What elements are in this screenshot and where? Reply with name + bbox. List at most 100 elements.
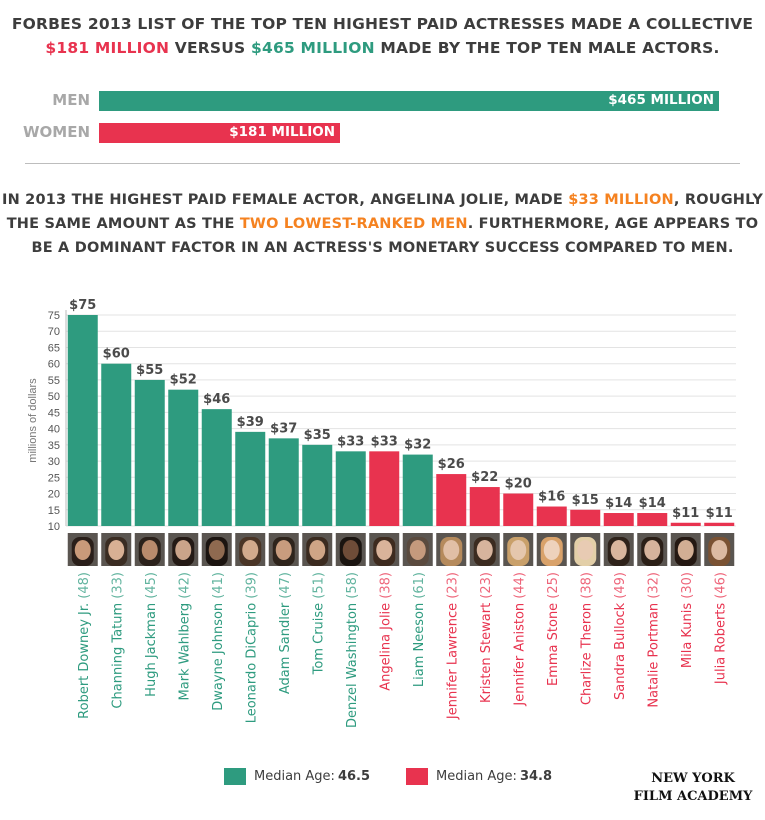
y-tick-label: 35	[48, 440, 60, 452]
y-tick-label: 50	[48, 391, 60, 403]
person-name: Hugh Jackman	[144, 599, 159, 697]
portrait-face	[443, 540, 460, 560]
portrait-face	[677, 540, 694, 560]
women-total-bar: $181 MILLION	[99, 123, 340, 143]
portrait-face	[309, 540, 326, 560]
bar-angelina-jolie	[369, 451, 400, 526]
person-age: (58)	[345, 572, 360, 599]
women-label: WOMEN	[22, 123, 90, 141]
value-label: $55	[136, 363, 163, 378]
person-age: (48)	[77, 572, 92, 599]
legend-men-label: Median Age:	[254, 769, 335, 784]
portrait-face	[175, 540, 192, 560]
person-age: (49)	[613, 572, 628, 599]
portrait-face	[476, 540, 493, 560]
portrait-face	[108, 540, 125, 560]
person-age: (38)	[579, 572, 594, 599]
value-label: $22	[471, 470, 498, 485]
legend-men: Median Age: 46.5	[224, 768, 370, 785]
name-label: Adam Sandler (47)	[278, 572, 293, 694]
value-label: $60	[103, 347, 130, 362]
value-label: $52	[170, 373, 197, 388]
portrait-face	[208, 540, 225, 560]
value-label: $20	[505, 477, 532, 492]
person-age: (47)	[278, 572, 293, 599]
value-label: $39	[237, 415, 264, 430]
name-label: Charlize Theron (38)	[579, 572, 594, 705]
person-age: (25)	[546, 572, 561, 599]
section-divider	[25, 163, 740, 164]
person-age: (41)	[211, 572, 226, 599]
name-label: Dwayne Johnson (41)	[211, 572, 226, 711]
headline-mid-text-1: In 2013 the highest paid female actor, A…	[1, 192, 563, 208]
value-label: $16	[538, 490, 565, 505]
y-tick-label: 20	[48, 489, 60, 501]
y-tick-label: 70	[48, 326, 60, 338]
person-age: (23)	[445, 572, 460, 599]
y-tick-label: 60	[48, 359, 60, 371]
name-label: Liam Neeson (61)	[412, 572, 427, 687]
bar-jennifer-lawrence	[436, 474, 467, 526]
y-tick-label: 10	[48, 521, 60, 533]
person-age: (30)	[680, 572, 695, 599]
person-name: Channing Tatum	[110, 599, 125, 709]
bar-natalie-portman	[637, 513, 668, 526]
y-tick-label: 55	[48, 375, 60, 387]
value-label: $14	[639, 496, 666, 511]
person-name: Dwayne Johnson	[211, 599, 226, 711]
bar-sandra-bullock	[603, 513, 634, 526]
y-tick-label: 75	[48, 310, 60, 322]
portrait-face	[711, 540, 728, 560]
person-name: Robert Downey Jr.	[77, 599, 92, 719]
legend-women-swatch	[406, 768, 428, 785]
person-age: (39)	[244, 572, 259, 599]
person-name: Liam Neeson	[412, 599, 427, 687]
value-label: $14	[605, 496, 632, 511]
y-tick-label: 45	[48, 407, 60, 419]
value-label: $11	[706, 506, 733, 521]
portrait-face	[141, 540, 158, 560]
headline-top-tail: made by the top ten male actors.	[380, 39, 720, 57]
legend-men-value: 46.5	[337, 769, 371, 784]
portrait-face	[242, 540, 259, 560]
portrait-face	[610, 540, 627, 560]
person-name: Mark Wahlberg	[177, 599, 192, 701]
bar-liam-neeson	[402, 454, 433, 526]
name-label: Angelina Jolie (38)	[378, 572, 393, 691]
person-age: (23)	[479, 572, 494, 599]
y-tick-label: 65	[48, 342, 60, 354]
person-age: (46)	[713, 572, 728, 599]
bar-jennifer-aniston	[503, 493, 534, 526]
person-name: Adam Sandler	[278, 599, 293, 694]
bar-emma-stone	[536, 506, 567, 526]
person-age: (42)	[177, 572, 192, 599]
headline-mid-highlight-2: two lowest-ranked men	[239, 216, 468, 232]
portrait-face	[342, 540, 359, 560]
y-axis-label: millions of dollars	[27, 378, 39, 463]
person-name: Kristen Stewart	[479, 599, 494, 703]
logo-line-2: FILM ACADEMY	[633, 789, 753, 804]
person-name: Denzel Washington	[345, 599, 360, 728]
person-age: (33)	[110, 572, 125, 599]
bar-kristen-stewart	[469, 487, 500, 526]
value-label: $11	[672, 506, 699, 521]
value-label: $32	[404, 438, 431, 453]
person-name: Emma Stone	[546, 599, 561, 686]
portrait-face	[577, 540, 594, 560]
person-age: (32)	[646, 572, 661, 599]
value-label: $33	[371, 434, 398, 449]
person-name: Jennifer Lawrence	[445, 599, 460, 720]
name-label: Robert Downey Jr. (48)	[77, 572, 92, 719]
headline-middle: In 2013 the highest paid female actor, A…	[0, 188, 765, 260]
bar-dwayne-johnson	[201, 409, 232, 526]
bar-adam-sandler	[268, 438, 299, 526]
value-label: $33	[337, 434, 364, 449]
bar-tom-cruise	[302, 444, 333, 526]
name-label: Channing Tatum (33)	[110, 572, 125, 709]
name-label: Tom Cruise (51)	[311, 572, 326, 675]
name-label: Sandra Bullock (49)	[613, 572, 628, 700]
bar-hugh-jackman	[134, 379, 165, 526]
value-label: $75	[69, 298, 96, 313]
person-name: Angelina Jolie	[378, 599, 393, 691]
person-age: (38)	[378, 572, 393, 599]
